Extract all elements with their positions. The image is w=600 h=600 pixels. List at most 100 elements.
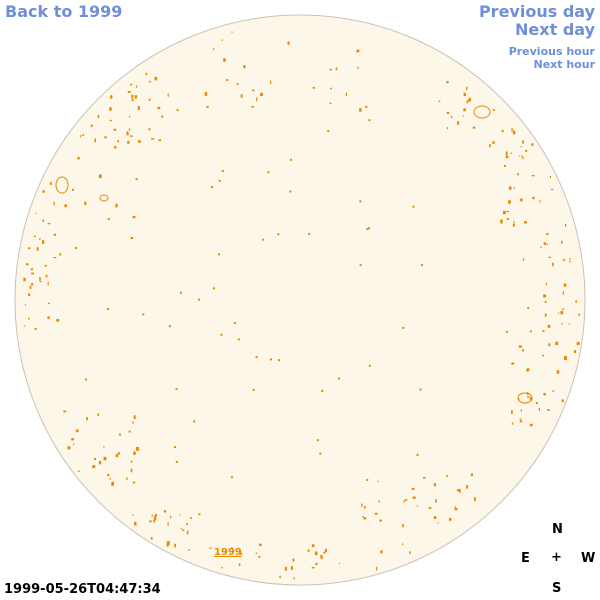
contour-speck [34,328,37,330]
contour-speck [368,227,370,230]
contour-speck [524,149,528,152]
contour-speck [135,178,138,181]
contour-speck [92,465,96,469]
contour-speck [459,488,461,493]
contour-speck [438,100,441,102]
contour-speck [128,128,131,131]
contour-speck [316,439,319,442]
contour-speck [543,242,547,245]
contour-speck [167,522,169,526]
contour-speck [402,543,404,546]
contour-speck [524,221,527,224]
contour-speck [33,235,36,237]
contour-speck [500,219,503,224]
contour-speck [180,291,182,294]
contour-speck [154,76,158,81]
contour-speck [208,547,212,549]
contour-speck [221,170,224,172]
contour-speck [67,446,71,450]
contour-speck [186,530,189,535]
compass-west: W [581,551,596,566]
contour-speck [544,300,547,303]
contour-speck [329,68,332,71]
contour-speck [379,519,382,522]
contour-speck [416,453,419,456]
contour-speck [287,41,290,45]
contour-speck [138,140,141,143]
contour-speck [231,31,233,33]
contour-speck [106,308,109,310]
contour-speck [132,514,134,516]
contour-speck [450,116,453,118]
contour-speck [550,188,554,190]
contour-speck [549,175,551,178]
contour-speck [128,430,131,433]
contour-speck [489,144,491,148]
contour-speck [462,115,465,117]
contour-speck [151,514,154,517]
contour-speck [561,399,564,403]
contour-speck [539,200,541,203]
contour-speck [251,106,254,108]
contour-speck [35,212,37,215]
contour-speck [28,293,31,296]
next-day-link[interactable]: Next day [515,20,595,39]
compass-east: E [521,551,530,566]
contour-speck [131,99,134,102]
contour-speck [44,264,47,267]
contour-speck [456,489,460,492]
back-to-year-link[interactable]: Back to 1999 [5,2,123,21]
contour-speck [267,171,270,174]
contour-speck [47,316,50,320]
contour-speck [319,452,322,455]
contour-speck [230,476,233,479]
contour-speck [501,129,504,133]
next-hour-link[interactable]: Next hour [533,58,596,71]
contour-speck [279,575,281,578]
contour-speck [142,313,145,316]
contour-speck [412,496,416,499]
contour-speck [446,127,448,130]
contour-speck [167,93,169,97]
year-marker-link[interactable]: 1999 [214,547,242,558]
contour-speck [175,388,178,391]
contour-speck [77,470,80,472]
contour-speck [157,106,161,110]
contour-speck [48,302,50,304]
contour-speck [223,58,226,62]
contour-speck [468,98,472,102]
previous-hour-link[interactable]: Previous hour [508,45,595,58]
contour-speck [308,232,311,235]
contour-speck [193,420,196,423]
contour-speck [512,130,516,135]
contour-speck [255,552,258,554]
contour-speck [437,522,439,524]
contour-speck [45,274,48,278]
contour-speck [97,413,99,416]
contour-speck [47,281,49,286]
contour-speck [538,407,540,411]
contour-speck [510,152,513,154]
contour-speck [562,291,564,295]
contour-speck [103,456,107,461]
contour-speck [150,536,153,540]
contour-loop [517,392,533,404]
contour-speck [31,272,35,275]
contour-speck [109,119,112,122]
contour-speck [175,460,178,463]
contour-speck [466,86,468,91]
contour-speck [508,186,512,190]
previous-day-link[interactable]: Previous day [478,2,595,21]
contour-speck [75,247,78,249]
contour-speck [508,200,511,204]
contour-speck [119,433,121,436]
contour-speck [569,260,571,263]
contour-speck [238,563,241,566]
contour-speck [359,264,362,267]
contour-speck [363,517,367,520]
contour-speck [42,240,45,244]
contour-speck [520,146,523,148]
contour-speck [403,500,405,503]
contour-speck [290,566,293,570]
contour-speck [23,277,26,282]
